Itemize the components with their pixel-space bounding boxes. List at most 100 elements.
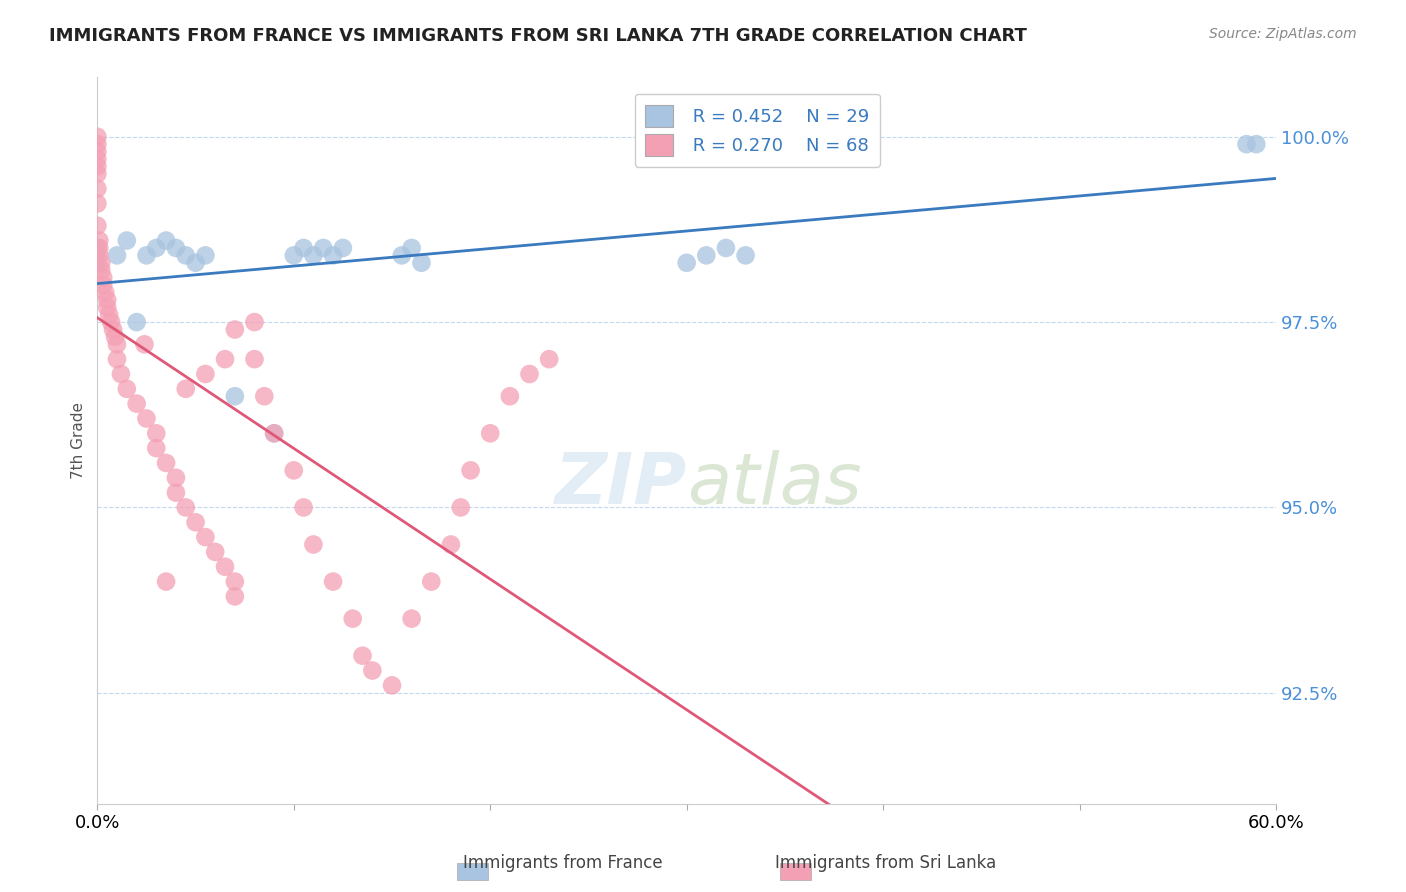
Point xyxy=(460,463,482,477)
Point xyxy=(322,574,344,589)
Point xyxy=(322,248,344,262)
Point xyxy=(135,248,157,262)
Point xyxy=(91,278,114,293)
Point xyxy=(381,678,404,692)
Point xyxy=(91,270,114,285)
Point xyxy=(253,389,276,403)
Point xyxy=(86,196,108,211)
Point xyxy=(105,248,128,262)
Point xyxy=(184,256,207,270)
Point xyxy=(283,463,305,477)
Point xyxy=(194,248,217,262)
Point xyxy=(214,559,236,574)
Point xyxy=(184,515,207,529)
Point xyxy=(283,248,305,262)
Point xyxy=(96,293,118,307)
Point xyxy=(401,612,423,626)
Point xyxy=(98,308,121,322)
Point xyxy=(312,241,335,255)
Point xyxy=(352,648,374,663)
Point xyxy=(105,352,128,367)
Point xyxy=(100,315,122,329)
Point xyxy=(155,574,177,589)
Point xyxy=(174,382,197,396)
Point xyxy=(145,241,167,255)
Point xyxy=(538,352,561,367)
Point xyxy=(86,241,108,255)
Point xyxy=(1236,137,1258,152)
Text: atlas: atlas xyxy=(686,450,862,519)
Point xyxy=(695,248,717,262)
Point xyxy=(165,241,187,255)
Point xyxy=(224,590,246,604)
Point xyxy=(134,337,156,351)
Point xyxy=(105,337,128,351)
Point xyxy=(479,426,502,441)
Point xyxy=(86,167,108,181)
Point xyxy=(101,322,124,336)
Point xyxy=(165,485,187,500)
Point xyxy=(194,530,217,544)
Point xyxy=(86,256,108,270)
Point xyxy=(86,219,108,233)
Point xyxy=(86,145,108,159)
Legend:  R = 0.452    N = 29,  R = 0.270    N = 68: R = 0.452 N = 29, R = 0.270 N = 68 xyxy=(634,94,880,167)
Point xyxy=(115,382,138,396)
Point xyxy=(86,137,108,152)
Point xyxy=(214,352,236,367)
Point xyxy=(450,500,472,515)
Point xyxy=(115,234,138,248)
Point xyxy=(519,367,541,381)
Text: Immigrants from Sri Lanka: Immigrants from Sri Lanka xyxy=(775,855,997,872)
Point xyxy=(302,248,325,262)
Point xyxy=(90,256,112,270)
Point xyxy=(1246,137,1268,152)
Point xyxy=(86,129,108,144)
Point xyxy=(204,545,226,559)
Point xyxy=(224,574,246,589)
Point xyxy=(411,256,433,270)
Point xyxy=(734,248,756,262)
Point xyxy=(145,426,167,441)
Point xyxy=(263,426,285,441)
Point xyxy=(90,263,112,277)
Point xyxy=(263,426,285,441)
Point xyxy=(89,234,111,248)
Point xyxy=(499,389,522,403)
Point xyxy=(125,315,148,329)
Point xyxy=(135,411,157,425)
Point xyxy=(165,471,187,485)
Point xyxy=(104,330,127,344)
Point xyxy=(714,241,737,255)
Point xyxy=(110,367,132,381)
Point xyxy=(89,241,111,255)
Point xyxy=(94,285,117,300)
Point xyxy=(243,315,266,329)
Point xyxy=(420,574,443,589)
Point xyxy=(292,241,315,255)
Text: ZIP: ZIP xyxy=(554,450,686,519)
Text: Source: ZipAtlas.com: Source: ZipAtlas.com xyxy=(1209,27,1357,41)
Point xyxy=(391,248,413,262)
Point xyxy=(86,152,108,166)
Point xyxy=(361,664,384,678)
Text: Immigrants from France: Immigrants from France xyxy=(463,855,662,872)
Point xyxy=(86,181,108,195)
Point xyxy=(302,537,325,551)
Point xyxy=(86,160,108,174)
Point xyxy=(155,234,177,248)
Point xyxy=(125,397,148,411)
Point xyxy=(96,300,118,314)
Point xyxy=(194,367,217,381)
Point xyxy=(332,241,354,255)
Point xyxy=(224,322,246,336)
Point xyxy=(155,456,177,470)
Text: IMMIGRANTS FROM FRANCE VS IMMIGRANTS FROM SRI LANKA 7TH GRADE CORRELATION CHART: IMMIGRANTS FROM FRANCE VS IMMIGRANTS FRO… xyxy=(49,27,1028,45)
Point xyxy=(401,241,423,255)
Point xyxy=(145,441,167,455)
Point xyxy=(292,500,315,515)
Point xyxy=(342,612,364,626)
Point xyxy=(224,389,246,403)
Point xyxy=(675,256,697,270)
Point xyxy=(174,248,197,262)
